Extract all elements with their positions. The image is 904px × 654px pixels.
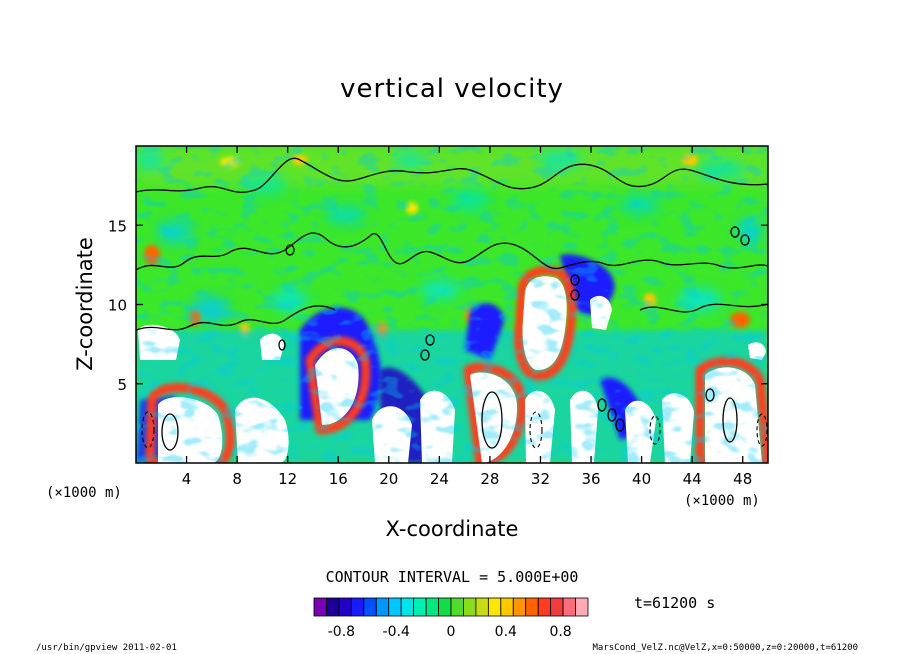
x-tick-label: 36 (581, 470, 600, 488)
x-tick-label: 8 (232, 470, 242, 488)
colorbar-ticks: -0.8 -0.4 0 0.4 0.8 (328, 624, 572, 640)
footer-left: /usr/bin/gpview 2011-02-01 (36, 643, 177, 653)
colorbar-swatch (326, 597, 340, 617)
colorbar-swatch (537, 597, 552, 617)
velocity-field (136, 146, 768, 463)
x-tick-label: 40 (632, 470, 651, 488)
x-unit-left: (×1000 m) (46, 485, 122, 501)
x-axis-label: X-coordinate (386, 517, 519, 541)
y-tick-label: 10 (108, 297, 127, 315)
x-axis: 4 8 12 16 20 24 28 32 36 40 44 48 (182, 146, 752, 488)
x-tick-label: 20 (379, 470, 398, 488)
y-axis-label: Z-coordinate (73, 237, 97, 371)
colorbar-swatch (338, 597, 352, 617)
colorbar-swatch (525, 597, 539, 617)
colorbar-swatch (487, 597, 502, 617)
contour-interval-text: CONTOUR INTERVAL = 5.000E+00 (326, 568, 579, 586)
chart-title: vertical velocity (340, 74, 564, 104)
colorbar-swatch (512, 597, 527, 617)
colorbar-swatch (363, 597, 377, 617)
colorbar-swatch (438, 597, 452, 617)
colorbar-tick-label: 0.8 (549, 624, 571, 640)
x-tick-label: 28 (480, 470, 499, 488)
x-unit-right: (×1000 m) (684, 493, 760, 509)
contour-lines (136, 157, 768, 451)
x-tick-label: 24 (430, 470, 449, 488)
x-tick-label: 4 (182, 470, 192, 488)
colorbar-swatch (463, 597, 477, 617)
x-tick-label: 48 (733, 470, 752, 488)
colorbar-swatch (550, 597, 564, 617)
x-tick-label: 12 (278, 470, 297, 488)
time-label: t=61200 s (634, 594, 715, 612)
y-tick-label: 5 (117, 376, 127, 394)
colorbar-swatch (425, 597, 439, 617)
negative-contours (141, 411, 768, 449)
footer-right: MarsCond_VelZ.nc@VelZ,x=0:50000,z=0:2000… (592, 643, 858, 653)
x-tick-label: 44 (683, 470, 702, 488)
colorbar-swatch (475, 597, 489, 617)
colorbar-swatch (400, 597, 415, 617)
colorbar-tick-label: 0 (447, 624, 456, 640)
colorbar-swatch (450, 597, 464, 617)
x-tick-label: 32 (531, 470, 550, 488)
colorbar-swatch (562, 597, 576, 617)
y-tick-label: 15 (108, 217, 127, 235)
colorbar-swatch (388, 597, 402, 617)
y-axis: 5 10 15 (108, 217, 768, 394)
colorbar-swatch (575, 597, 589, 617)
colorbar-tick-label: -0.4 (383, 624, 410, 640)
colorbar (313, 597, 589, 617)
colorbar-tick-label: 0.4 (495, 624, 517, 640)
colorbar-swatch (313, 597, 327, 617)
x-tick-label: 16 (329, 470, 348, 488)
colorbar-swatch (350, 597, 365, 617)
colorbar-swatch (375, 597, 390, 617)
colorbar-swatch (500, 597, 514, 617)
colorbar-swatch (413, 597, 427, 617)
colorbar-tick-label: -0.8 (328, 624, 355, 640)
